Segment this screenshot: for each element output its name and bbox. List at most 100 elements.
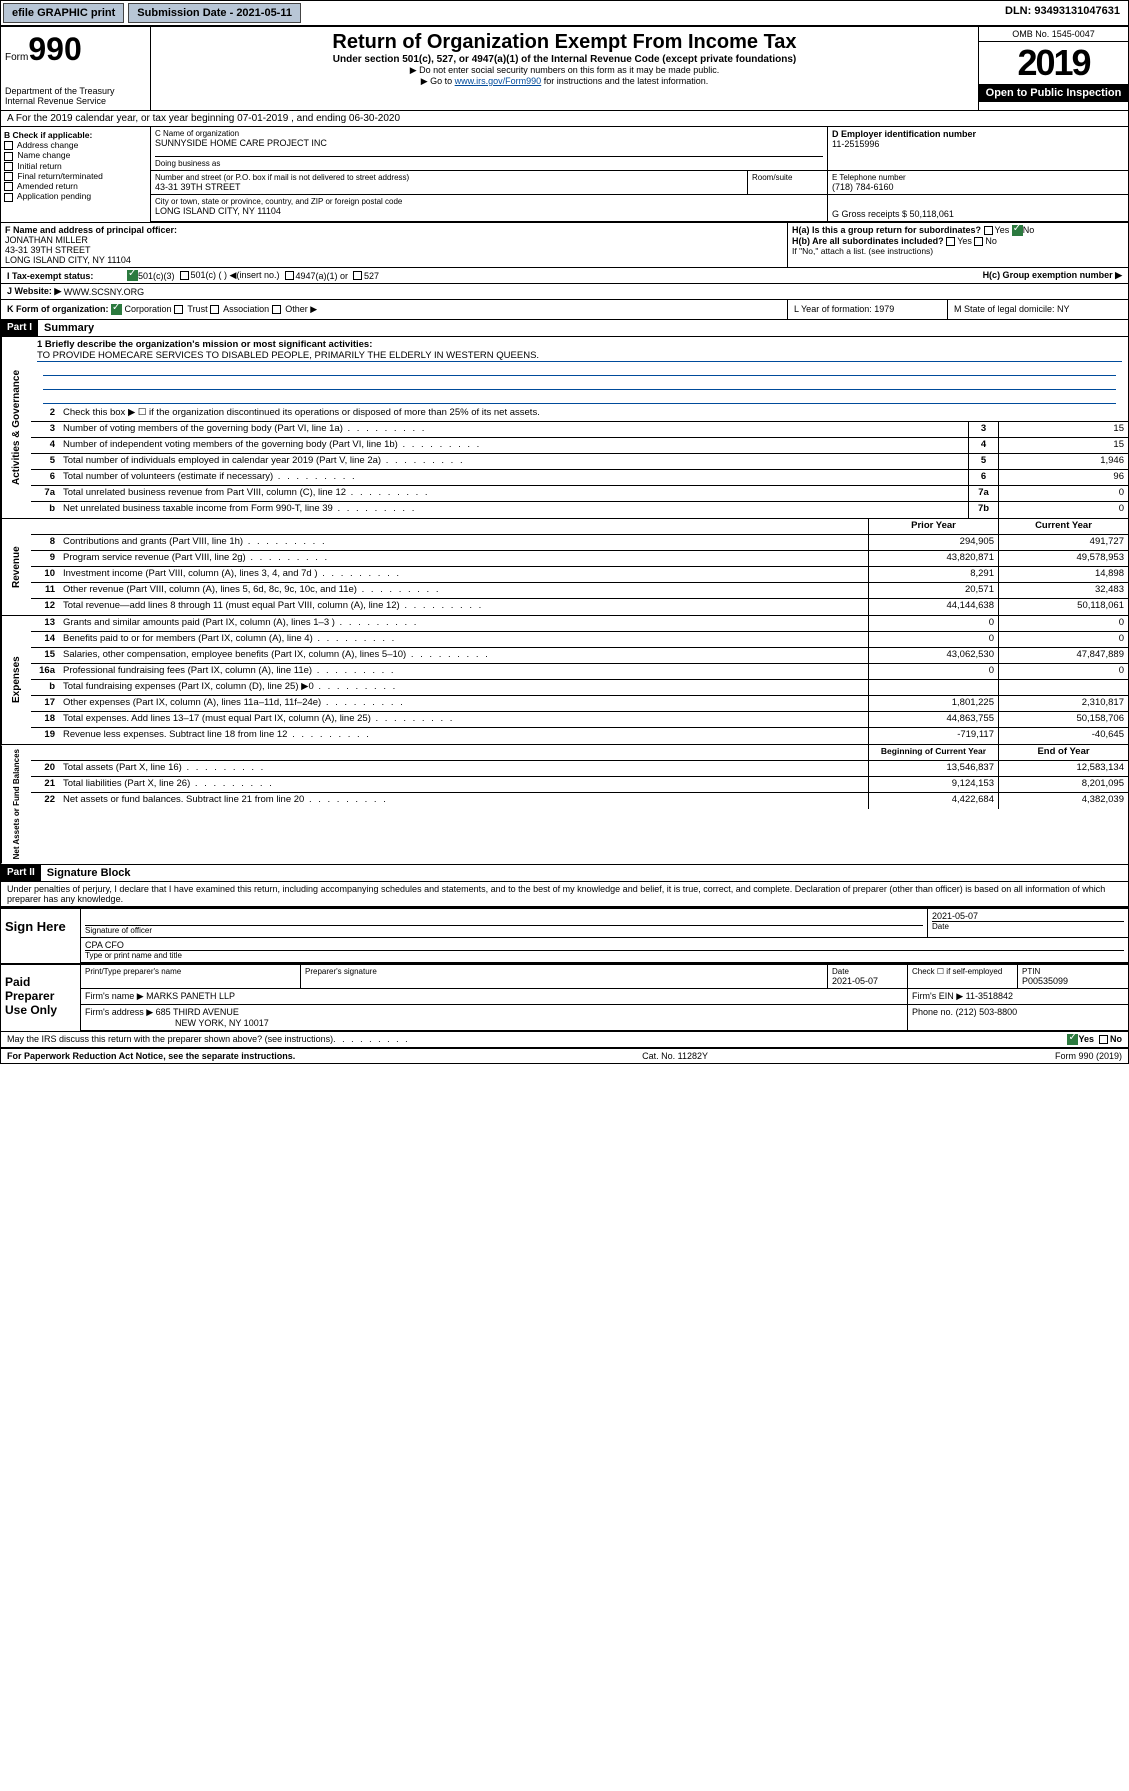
line-desc: Program service revenue (Part VIII, line… xyxy=(59,551,868,566)
discuss-no-checkbox[interactable] xyxy=(1099,1035,1108,1044)
year-formation: L Year of formation: 1979 xyxy=(788,300,948,319)
ha-yes-checkbox[interactable] xyxy=(984,226,993,235)
form-subtitle: Under section 501(c), 527, or 4947(a)(1)… xyxy=(155,54,974,65)
line-desc: Total number of individuals employed in … xyxy=(59,454,968,469)
line-value: 15 xyxy=(998,422,1128,437)
note-ssn: ▶ Do not enter social security numbers o… xyxy=(155,65,974,76)
form-title: Return of Organization Exempt From Incom… xyxy=(155,31,974,54)
line-desc: Total fundraising expenses (Part IX, col… xyxy=(59,680,868,695)
current-value: 47,847,889 xyxy=(998,648,1128,663)
org-address: 43-31 39TH STREET xyxy=(155,182,743,192)
ha-no-checkbox[interactable] xyxy=(1012,225,1023,236)
prior-value: 13,546,837 xyxy=(868,761,998,776)
preparer-date: 2021-05-07 xyxy=(832,976,903,986)
assoc-checkbox[interactable] xyxy=(210,305,219,314)
prior-value: 0 xyxy=(868,632,998,647)
website-value: WWW.SCSNY.ORG xyxy=(64,287,144,297)
discuss-yes-checkbox[interactable] xyxy=(1067,1034,1078,1045)
current-value: 49,578,953 xyxy=(998,551,1128,566)
current-value: 0 xyxy=(998,632,1128,647)
prior-value: 44,144,638 xyxy=(868,599,998,615)
line-desc: Other expenses (Part IX, column (A), lin… xyxy=(59,696,868,711)
line-desc: Total assets (Part X, line 16) xyxy=(59,761,868,776)
colb-checkbox[interactable] xyxy=(4,193,13,202)
colb-checkbox[interactable] xyxy=(4,172,13,181)
part1-header: Part I xyxy=(1,320,38,336)
line-value: 15 xyxy=(998,438,1128,453)
ein-value: 11-2515996 xyxy=(832,139,1124,149)
phone-value: (718) 784-6160 xyxy=(832,182,1124,192)
line-desc: Net assets or fund balances. Subtract li… xyxy=(59,793,868,809)
part1-title: Summary xyxy=(38,320,100,336)
prior-value: 8,291 xyxy=(868,567,998,582)
gross-receipts: G Gross receipts $ 50,118,061 xyxy=(832,209,1124,219)
501c3-checkbox[interactable] xyxy=(127,270,138,281)
trust-checkbox[interactable] xyxy=(174,305,183,314)
527-checkbox[interactable] xyxy=(353,271,362,280)
line-desc: Number of independent voting members of … xyxy=(59,438,968,453)
part2-header: Part II xyxy=(1,865,41,881)
perjury-text: Under penalties of perjury, I declare th… xyxy=(1,882,1128,907)
line-desc: Other revenue (Part VIII, column (A), li… xyxy=(59,583,868,598)
line-value: 96 xyxy=(998,470,1128,485)
line-value: 0 xyxy=(998,502,1128,518)
line-desc: Contributions and grants (Part VIII, lin… xyxy=(59,535,868,550)
mission-text: TO PROVIDE HOMECARE SERVICES TO DISABLED… xyxy=(37,350,1122,362)
firm-name: MARKS PANETH LLP xyxy=(146,991,235,1001)
prior-value xyxy=(868,680,998,695)
line-desc: Total number of volunteers (estimate if … xyxy=(59,470,968,485)
other-checkbox[interactable] xyxy=(272,305,281,314)
line-desc: Benefits paid to or for members (Part IX… xyxy=(59,632,868,647)
officer-title: CPA CFO xyxy=(85,940,1124,950)
line-desc: Number of voting members of the governin… xyxy=(59,422,968,437)
corp-checkbox[interactable] xyxy=(111,304,122,315)
firm-ein: 11-3518842 xyxy=(966,991,1013,1001)
org-name: SUNNYSIDE HOME CARE PROJECT INC xyxy=(155,138,823,148)
prior-value: 0 xyxy=(868,616,998,631)
line-desc: Total expenses. Add lines 13–17 (must eq… xyxy=(59,712,868,727)
firm-phone: (212) 503-8800 xyxy=(956,1007,1018,1017)
paid-preparer-label: Paid Preparer Use Only xyxy=(1,965,81,1031)
firm-address: 685 THIRD AVENUE xyxy=(156,1007,239,1017)
colb-checkbox[interactable] xyxy=(4,162,13,171)
side-label-governance: Activities & Governance xyxy=(1,337,31,518)
hb-yes-checkbox[interactable] xyxy=(946,237,955,246)
colb-checkbox[interactable] xyxy=(4,182,13,191)
irs-link[interactable]: www.irs.gov/Form990 xyxy=(455,76,542,86)
prior-value: 44,863,755 xyxy=(868,712,998,727)
current-value: 14,898 xyxy=(998,567,1128,582)
org-city: LONG ISLAND CITY, NY 11104 xyxy=(155,206,823,216)
current-value xyxy=(998,680,1128,695)
hb-no-checkbox[interactable] xyxy=(974,237,983,246)
submission-date-button[interactable]: Submission Date - 2021-05-11 xyxy=(128,3,301,23)
current-value: -40,645 xyxy=(998,728,1128,744)
line-value: 0 xyxy=(998,486,1128,501)
4947-checkbox[interactable] xyxy=(285,271,294,280)
line-desc: Salaries, other compensation, employee b… xyxy=(59,648,868,663)
line-desc: Investment income (Part VIII, column (A)… xyxy=(59,567,868,582)
efile-button[interactable]: efile GRAPHIC print xyxy=(3,3,124,23)
current-value: 2,310,817 xyxy=(998,696,1128,711)
prior-value: 0 xyxy=(868,664,998,679)
colb-checkbox[interactable] xyxy=(4,152,13,161)
form-number-box: Form990 Department of the Treasury Inter… xyxy=(1,27,151,110)
prior-value: 43,062,530 xyxy=(868,648,998,663)
prior-value: 1,801,225 xyxy=(868,696,998,711)
sign-here-label: Sign Here xyxy=(1,909,81,963)
current-value: 0 xyxy=(998,616,1128,631)
current-value: 50,118,061 xyxy=(998,599,1128,615)
line-desc: Total revenue—add lines 8 through 11 (mu… xyxy=(59,599,868,615)
line-desc: Professional fundraising fees (Part IX, … xyxy=(59,664,868,679)
current-value: 4,382,039 xyxy=(998,793,1128,809)
tax-year: 2019 xyxy=(979,42,1128,84)
state-domicile: M State of legal domicile: NY xyxy=(948,300,1128,319)
side-label-expenses: Expenses xyxy=(1,616,31,744)
officer-name: JONATHAN MILLER xyxy=(5,235,783,245)
line-desc: Total unrelated business revenue from Pa… xyxy=(59,486,968,501)
colb-checkbox[interactable] xyxy=(4,141,13,150)
ptin-value: P00535099 xyxy=(1022,976,1124,986)
sign-date: 2021-05-07 xyxy=(932,911,1124,921)
501c-checkbox[interactable] xyxy=(180,271,189,280)
section-b-checkboxes: B Check if applicable: Address change Na… xyxy=(1,127,151,222)
current-value: 50,158,706 xyxy=(998,712,1128,727)
